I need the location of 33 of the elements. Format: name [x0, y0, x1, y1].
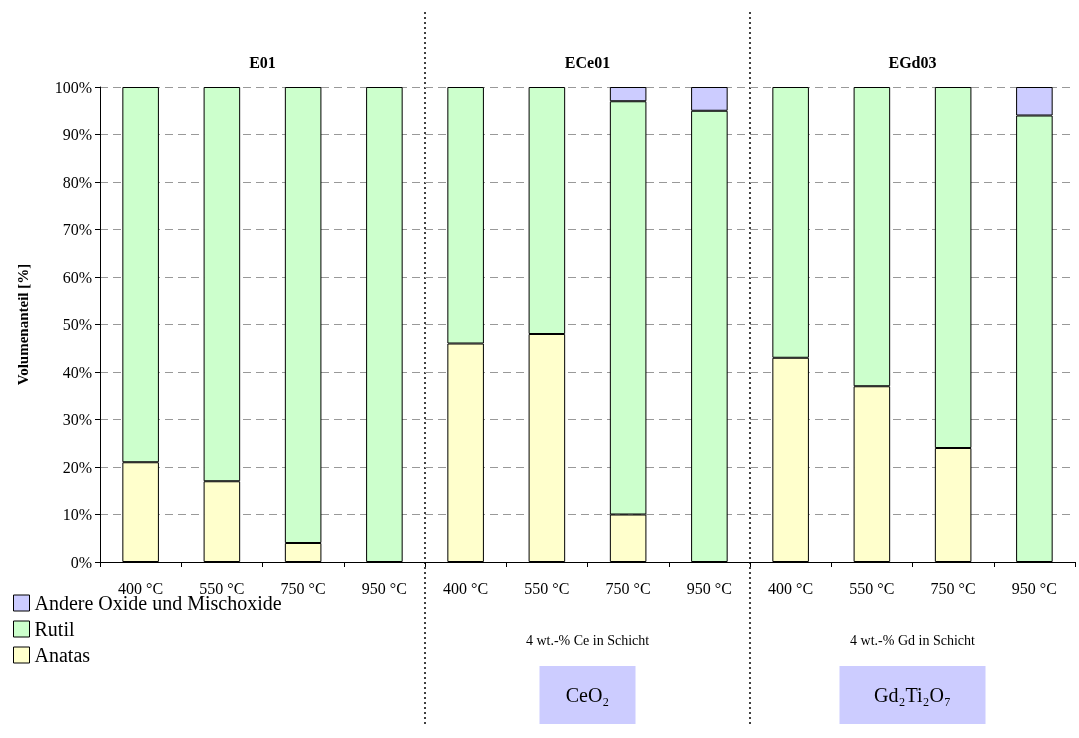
y-tick-label: 80%	[62, 173, 92, 191]
text: CeO₂	[565, 684, 610, 706]
x-tick-label: 550 °C	[199, 579, 245, 597]
legend-label: Anatas	[34, 644, 91, 666]
text: ECe01	[564, 53, 611, 71]
y-tick-label: 40%	[62, 363, 92, 381]
x-tick-label: 950 °C	[361, 579, 407, 597]
x-tick-label: 550 °C	[849, 579, 895, 597]
y-tick-label: 10%	[62, 506, 92, 523]
text: E01	[249, 53, 276, 71]
text: 4 wt.-% Ce in Schicht	[525, 632, 650, 648]
text: EGd03	[888, 53, 937, 71]
x-tick-label: 750 °C	[605, 579, 651, 597]
y-tick-label: 0%	[70, 553, 92, 571]
text: 4 wt.-% Gd in Schicht	[850, 632, 976, 648]
y-tick-label: 20%	[62, 458, 92, 476]
x-tick-label: 950 °C	[686, 579, 732, 597]
y-tick-label: 70%	[62, 221, 92, 238]
text: Gd₂Ti₂O₇	[874, 684, 951, 706]
y-tick-label: 60%	[62, 268, 92, 286]
x-tick-label: 400 °C	[443, 579, 489, 597]
x-tick-label: 400 °C	[768, 579, 814, 597]
y-tick-label: 50%	[62, 316, 92, 333]
x-tick-label: 750 °C	[280, 579, 326, 597]
y-tick-label: 90%	[62, 126, 92, 143]
x-tick-label: 750 °C	[930, 579, 976, 597]
y-tick-label: 100%	[54, 78, 92, 96]
y-axis-title: Volumenanteil [%]	[14, 263, 31, 386]
x-tick-label: 400 °C	[118, 579, 164, 597]
legend-label: Rutil	[34, 618, 75, 640]
x-tick-label: 950 °C	[1011, 579, 1057, 597]
y-tick-label: 30%	[62, 411, 92, 428]
x-tick-label: 550 °C	[524, 579, 570, 597]
